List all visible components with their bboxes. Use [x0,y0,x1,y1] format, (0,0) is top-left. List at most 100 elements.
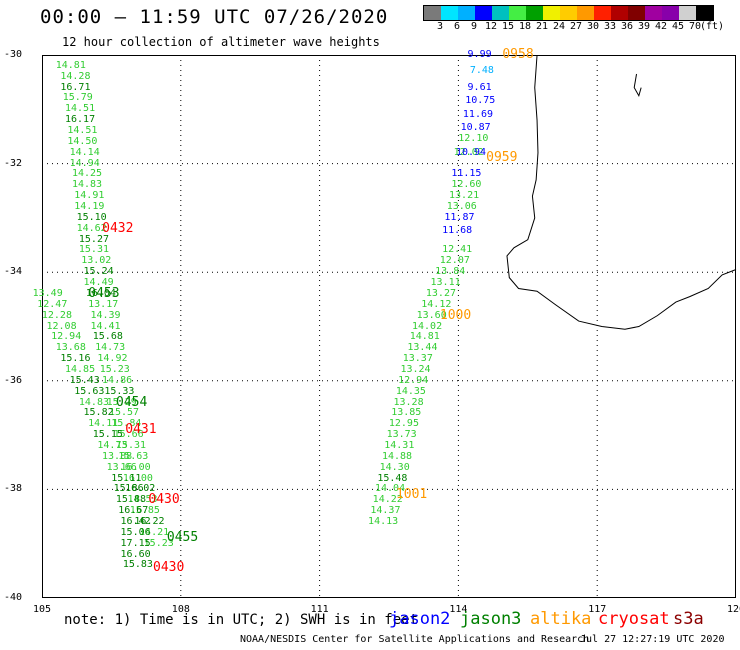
credits: NOAA/NESDIS Center for Satellite Applica… [240,634,590,645]
wave-height-value: 15.16 [60,353,91,365]
longitude-label: 111 [310,604,329,615]
wave-height-value: 10.75 [465,95,496,107]
wave-height-value: 15.33 [104,385,135,397]
longitude-label: 108 [171,604,190,615]
wave-height-value: 14.50 [67,135,98,147]
wave-height-value: 15.79 [62,92,93,104]
colorbar-swatch [679,6,696,20]
wave-height-value: 14.39 [90,309,121,321]
colorbar-tick-label: (ft) [699,21,725,32]
wave-height-value: 15.88 [115,494,147,506]
pass-time-label: 1001 [395,486,428,502]
colorbar-tick-label: 6 [453,21,461,32]
wave-height-value: 14.31 [384,439,415,451]
wave-height-value: 15.11 [111,472,142,484]
wave-height-value: 15.57 [108,407,140,419]
pass-time-label: 0432 [102,220,134,236]
colorbar-swatch [475,6,492,20]
colorbar-swatch [696,6,713,20]
wave-height-value: 11.15 [451,168,482,180]
wave-height-value: 15.63 [74,385,105,397]
latitude-label: -32 [4,157,23,169]
wave-height-value: 14.62 [76,222,107,234]
page-subtitle: 12 hour collection of altimeter wave hei… [62,35,380,49]
wave-height-value: 13.60 [416,309,447,321]
wave-height-value: 14.94 [69,157,100,169]
wave-height-value: 15.83 [122,559,153,571]
wave-height-value: 14.22 [372,494,403,506]
colorbar-tick-label: 70 [688,21,702,32]
wave-height-value: 16.17 [65,114,96,126]
wave-height-value: 10.87 [460,122,491,134]
wave-height-value: 16.71 [60,81,91,93]
wave-height-value: 12.94 [398,374,429,386]
wave-height-value: 13.27 [425,287,456,299]
wave-height-value: 14.02 [412,320,443,332]
wave-height-value: 14.37 [370,505,401,517]
generated-time: Jul 27 12:27:19 UTC 2020 [580,634,725,645]
longitude-label: 120 [727,604,740,615]
latitude-label: -40 [4,592,23,603]
colorbar-swatch [628,6,645,20]
wave-height-value: 15.23 [143,537,174,549]
wave-height-value: 14.51 [67,125,98,137]
wave-height-value: 13.66 [106,461,137,473]
wave-height-value: 14.12 [421,298,452,310]
wave-height-value: 15.27 [78,233,109,245]
wave-height-value: 15.84 [111,418,142,430]
colorbar-swatch [543,6,560,20]
wave-height-value: 15.48 [377,472,408,484]
wave-height-value: 15.23 [99,363,130,375]
wave-height-value: 14.28 [60,70,91,82]
wave-height-value: 14.04 [375,483,406,495]
wave-height-value: 12.07 [439,255,470,267]
colorbar-tick-label: 3 [436,21,444,32]
pass-time-label: 0958 [502,47,534,62]
wave-height-value: 15.63 [118,450,149,462]
legend-item-altika: altika [530,609,592,629]
legend-item-jason2: jason2 [389,609,451,629]
wave-height-value: 14.53 [127,494,158,506]
colorbar-tick-label: 39 [637,21,651,32]
wave-height-value: 14.13 [368,515,399,527]
wave-height-value: 14.11 [88,418,119,430]
map-frame [42,55,736,598]
wave-height-value: 11.69 [462,108,494,120]
colorbar-swatch [577,6,594,20]
colorbar-tick-label: 30 [586,21,600,32]
latitude-label: -36 [4,374,23,386]
wave-height-value: 13.02 [81,255,112,267]
wave-height-value: 13.37 [402,353,433,365]
wave-height-value: 12.02 [453,146,484,158]
wave-height-value: 15.24 [83,266,114,278]
wave-height-value: 11.87 [444,211,475,223]
wave-height-value: 15.06 [120,526,151,538]
wave-height-value: 12.95 [388,418,419,430]
pass-time-label: 0959 [486,150,518,166]
wave-height-value: 15.15 [92,429,123,441]
wave-height-value: 14.25 [71,168,103,180]
wave-height-value: 15.82 [83,407,114,419]
legend-item-jason3: jason3 [460,609,522,629]
wave-height-value: 14.85 [65,363,96,375]
colorbar [423,5,714,21]
wave-height-value: 14.81 [409,331,440,343]
pass-time-label: 1000 [439,307,472,323]
wave-height-value: 13.28 [393,396,424,408]
wave-height-value: 10.94 [455,146,487,158]
wave-height-value: 12.94 [51,331,82,343]
colorbar-tick-label: 33 [603,21,617,32]
colorbar-swatch [645,6,662,20]
wave-height-value: 13.85 [391,407,422,419]
footnote: note: 1) Time is in UTC; 2) SWH is in fe… [64,612,419,628]
colorbar-tick-label: 36 [620,21,634,32]
wave-height-value: 16.67 [118,505,149,517]
wave-height-value: 15.85 [129,505,160,517]
colorbar-tick-label: 45 [671,21,685,32]
latitude-label: -38 [4,483,23,495]
pass-time-label: 0453 [88,285,120,301]
wave-height-value: 16.60 [120,548,151,560]
wave-height-value: 16.00 [120,461,151,473]
wave-height-value: 14.83 [78,396,109,408]
colorbar-tick-label: 12 [484,21,498,32]
